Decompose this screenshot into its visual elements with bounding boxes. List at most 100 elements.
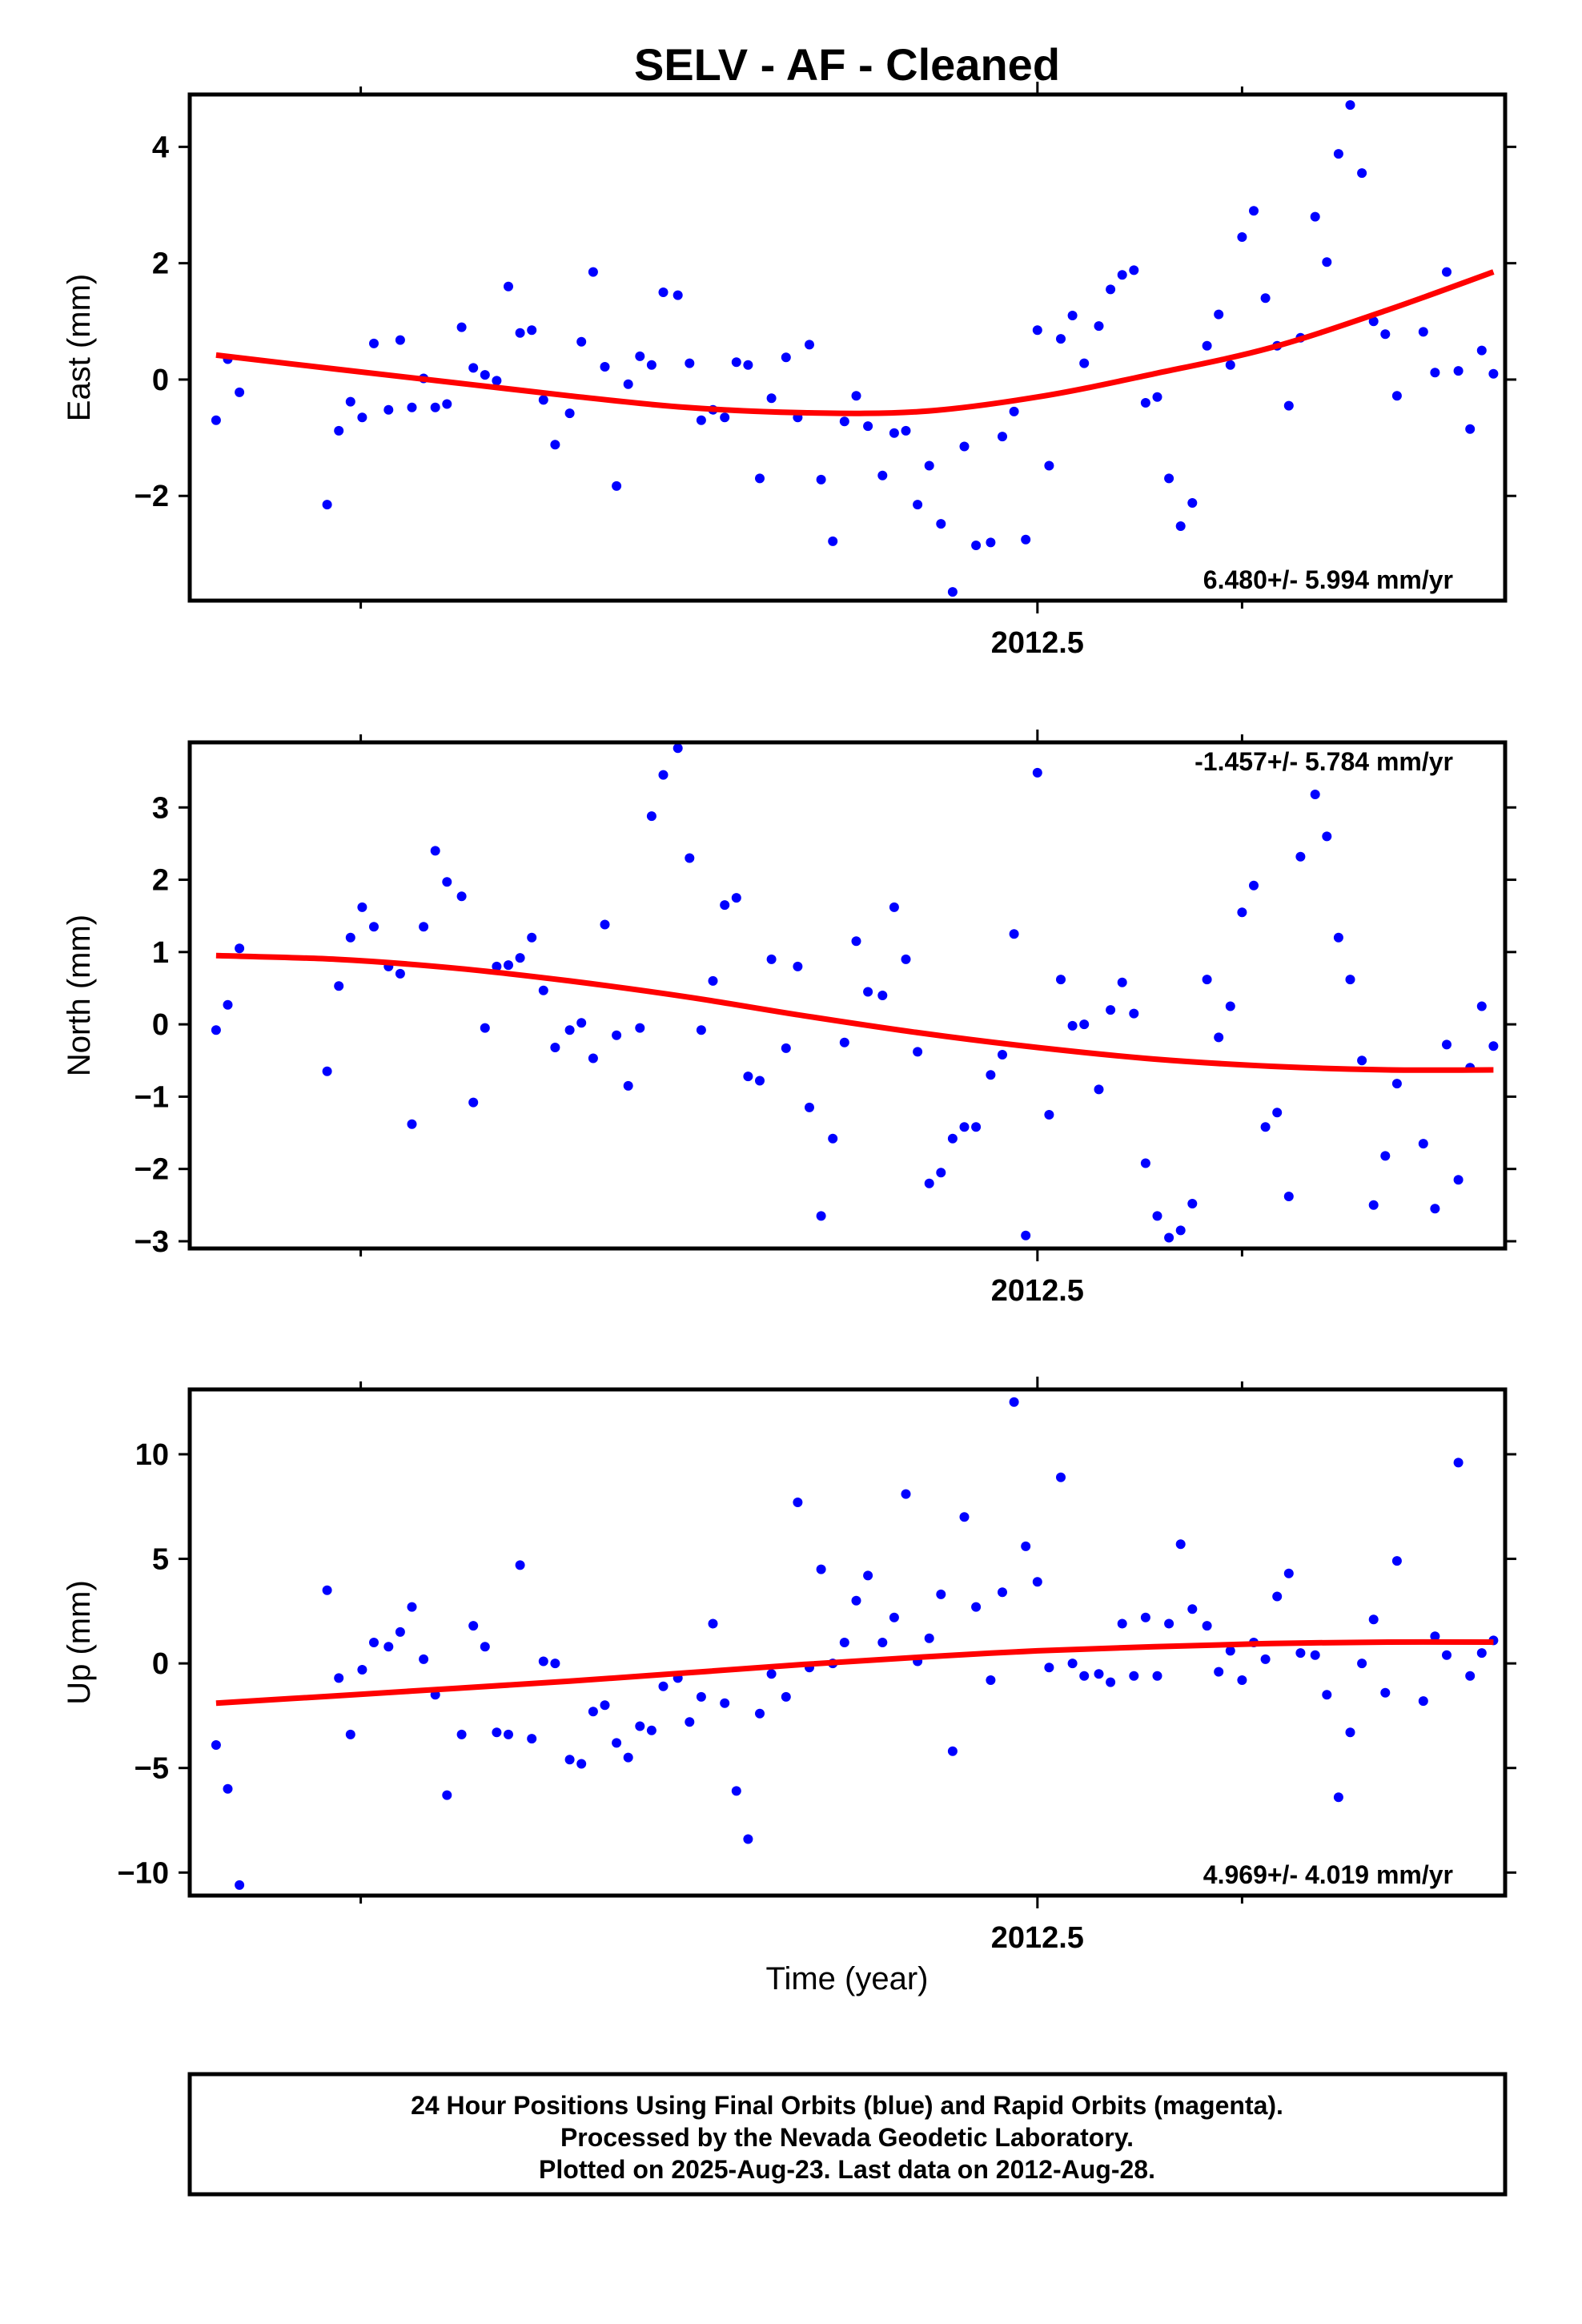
data-point xyxy=(515,1560,525,1570)
y-tick-label: 10 xyxy=(135,1438,169,1472)
data-point xyxy=(564,1025,575,1035)
data-point xyxy=(1152,1671,1162,1681)
data-point xyxy=(235,387,245,397)
data-point xyxy=(658,287,669,297)
data-point xyxy=(1368,1200,1379,1210)
data-point xyxy=(1009,1397,1019,1407)
data-point xyxy=(1164,473,1174,484)
data-point xyxy=(1237,232,1247,242)
data-point xyxy=(766,1669,777,1679)
data-point xyxy=(851,936,861,947)
data-point xyxy=(1357,1055,1367,1066)
data-point xyxy=(1067,311,1078,320)
data-point xyxy=(1117,270,1127,280)
data-point xyxy=(550,1659,560,1669)
data-point xyxy=(959,1512,970,1522)
data-point xyxy=(383,1642,394,1652)
data-point xyxy=(1202,1621,1212,1631)
data-point xyxy=(1044,460,1054,471)
y-tick-label: 5 xyxy=(152,1543,169,1577)
data-point xyxy=(635,351,645,361)
data-point xyxy=(839,1037,849,1047)
rate-annotation: -1.457+/- 5.784 mm/yr xyxy=(1195,747,1453,776)
data-point xyxy=(334,425,344,436)
data-point xyxy=(986,1070,996,1080)
data-point xyxy=(685,358,695,368)
data-point xyxy=(731,1786,741,1796)
data-point xyxy=(1465,424,1476,434)
data-point xyxy=(1380,1687,1391,1698)
data-point xyxy=(816,1564,826,1574)
y-tick-label: −1 xyxy=(135,1080,169,1114)
data-point xyxy=(731,893,741,903)
data-point xyxy=(1106,284,1116,295)
data-point xyxy=(468,1097,479,1108)
data-point xyxy=(1295,851,1306,862)
data-point xyxy=(1202,340,1212,351)
data-point xyxy=(1094,1084,1104,1095)
data-point xyxy=(1322,1690,1332,1700)
data-point xyxy=(924,1178,934,1188)
data-point xyxy=(986,1675,996,1685)
data-point xyxy=(755,473,765,484)
y-tick-label: −10 xyxy=(118,1856,169,1890)
x-tick-label: 2012.5 xyxy=(991,1274,1084,1308)
data-point xyxy=(1044,1110,1054,1120)
data-point xyxy=(1357,168,1367,179)
data-point xyxy=(998,1050,1007,1059)
data-point xyxy=(564,1755,575,1765)
data-points xyxy=(211,100,1499,597)
data-point xyxy=(998,432,1007,442)
data-point xyxy=(877,470,888,480)
data-point xyxy=(959,1122,970,1132)
data-point xyxy=(1453,1175,1464,1185)
data-point xyxy=(901,425,911,436)
data-point xyxy=(658,770,669,780)
data-point xyxy=(1032,767,1042,778)
data-point xyxy=(685,853,695,863)
data-point xyxy=(1345,100,1355,111)
data-point xyxy=(793,961,803,971)
data-point xyxy=(576,1018,587,1028)
data-point xyxy=(947,587,958,597)
data-point xyxy=(1345,1727,1355,1738)
plot-frame xyxy=(187,1387,1508,1898)
data-point xyxy=(395,335,405,345)
data-point xyxy=(538,985,548,995)
data-point xyxy=(369,922,379,932)
data-point xyxy=(1476,1001,1487,1011)
data-point xyxy=(1056,975,1066,985)
x-axis-label: Time (year) xyxy=(766,1961,929,1996)
data-point xyxy=(550,1043,560,1052)
data-point xyxy=(492,961,502,971)
data-point xyxy=(456,1729,467,1739)
data-point xyxy=(1032,325,1042,336)
data-point xyxy=(781,1691,791,1702)
data-point xyxy=(456,891,467,902)
data-point xyxy=(889,428,899,438)
data-point xyxy=(696,1025,706,1035)
y-tick-label: 0 xyxy=(152,1008,169,1042)
data-point xyxy=(1117,977,1127,987)
data-point xyxy=(1322,831,1332,842)
data-point xyxy=(504,281,513,292)
data-point xyxy=(1357,1659,1367,1669)
x-tick-label: 2012.5 xyxy=(991,1921,1084,1955)
y-tick-label: 4 xyxy=(152,131,169,164)
data-point xyxy=(1106,1677,1116,1687)
data-point xyxy=(235,1880,245,1890)
data-point xyxy=(1175,521,1186,531)
data-point xyxy=(1442,1039,1452,1050)
data-point xyxy=(1430,1631,1440,1642)
data-point xyxy=(1067,1020,1078,1031)
data-point xyxy=(322,1066,332,1076)
data-point xyxy=(766,954,777,964)
footer-line-1: 24 Hour Positions Using Final Orbits (bl… xyxy=(411,2091,1283,2120)
data-point xyxy=(538,395,548,405)
data-point xyxy=(1442,1650,1452,1660)
footer-box: 24 Hour Positions Using Final Orbits (bl… xyxy=(187,2072,1508,2197)
data-point xyxy=(863,421,873,432)
data-point xyxy=(612,1030,622,1040)
data-point xyxy=(345,932,355,943)
data-point xyxy=(612,1738,622,1748)
